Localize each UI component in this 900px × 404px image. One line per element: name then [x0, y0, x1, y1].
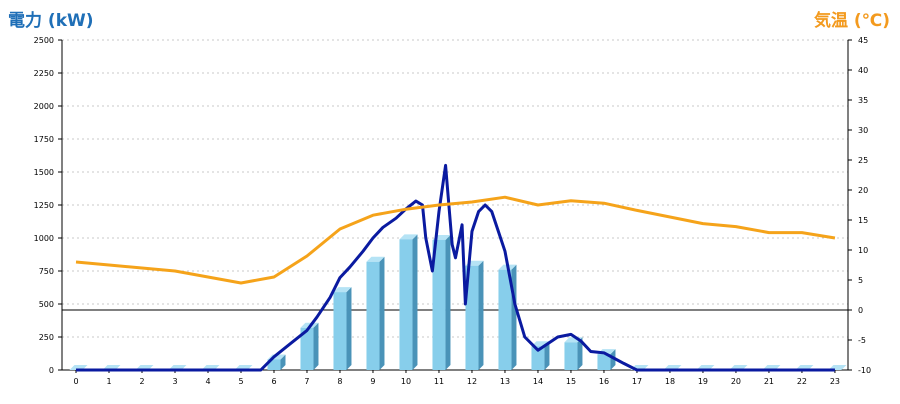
x-tick-label: 18	[665, 377, 675, 386]
x-tick-label: 19	[698, 377, 708, 386]
bar	[564, 342, 578, 370]
right-tick-label: 15	[858, 216, 868, 225]
x-tick-label: 8	[337, 377, 342, 386]
x-tick-label: 23	[830, 377, 840, 386]
left-axis-title: 電力 (kW)	[8, 11, 94, 31]
left-tick-label: 1000	[34, 234, 54, 243]
x-tick-label: 12	[467, 377, 477, 386]
x-tick-label: 15	[566, 377, 576, 386]
x-tick-label: 1	[106, 377, 111, 386]
bar-side	[313, 322, 319, 370]
right-tick-label: 25	[858, 156, 868, 165]
x-tick-label: 13	[500, 377, 510, 386]
x-tick-label: 22	[797, 377, 807, 386]
bar	[432, 239, 446, 370]
x-tick-label: 10	[401, 377, 411, 386]
right-tick-label: 20	[858, 186, 868, 195]
bar-side	[445, 234, 451, 370]
right-tick-label: 30	[858, 126, 868, 135]
x-tick-label: 16	[599, 377, 609, 386]
x-tick-label: 21	[764, 377, 774, 386]
bar-side	[478, 260, 484, 370]
right-tick-label: -5	[858, 336, 866, 345]
bar	[465, 265, 479, 370]
left-tick-label: 750	[39, 267, 54, 276]
bar-top	[333, 287, 352, 293]
bar	[597, 354, 611, 370]
x-tick-label: 2	[139, 377, 144, 386]
temperature-line	[75, 195, 836, 285]
left-tick-label: 2000	[34, 102, 54, 111]
x-tick-label: 20	[731, 377, 741, 386]
x-tick-label: 11	[434, 377, 444, 386]
bar-side	[544, 341, 550, 370]
bar	[531, 346, 545, 370]
bar-side	[346, 287, 352, 370]
left-tick-label: 1500	[34, 168, 54, 177]
x-tick-label: 17	[632, 377, 642, 386]
right-tick-label: 40	[858, 66, 868, 75]
bar-side	[379, 256, 385, 370]
right-tick-label: 45	[858, 36, 868, 45]
bar-side	[577, 337, 583, 370]
left-tick-label: 1750	[34, 135, 54, 144]
bar-side	[280, 354, 286, 370]
bar-side	[511, 264, 517, 370]
bar	[333, 292, 347, 370]
x-tick-label: 5	[238, 377, 243, 386]
right-tick-label: 5	[858, 276, 863, 285]
left-tick-label: 2500	[34, 36, 54, 45]
x-tick-label: 0	[73, 377, 78, 386]
bar	[267, 359, 281, 370]
bar	[498, 269, 512, 370]
bar-top	[366, 256, 385, 262]
right-tick-label: 10	[858, 246, 868, 255]
bar	[300, 327, 314, 370]
bar-side	[412, 234, 418, 370]
right-tick-label: 35	[858, 96, 868, 105]
x-tick-label: 9	[370, 377, 375, 386]
bar-side	[610, 349, 616, 370]
bar	[399, 239, 413, 370]
right-axis-title: 気温 (℃)	[813, 11, 890, 31]
x-tick-label: 3	[172, 377, 177, 386]
x-tick-label: 4	[205, 377, 210, 386]
x-tick-label: 14	[533, 377, 543, 386]
x-tick-label: 7	[304, 377, 309, 386]
bar-top	[399, 234, 418, 240]
x-tick-label: 6	[271, 377, 276, 386]
left-tick-label: 2250	[34, 69, 54, 78]
power-line	[76, 163, 835, 372]
right-tick-label: -10	[858, 366, 871, 375]
left-tick-label: 0	[49, 366, 54, 375]
right-tick-label: 0	[858, 306, 863, 315]
bar	[366, 261, 380, 370]
left-tick-label: 500	[39, 300, 54, 309]
left-tick-label: 250	[39, 333, 54, 342]
left-tick-label: 1250	[34, 201, 54, 210]
